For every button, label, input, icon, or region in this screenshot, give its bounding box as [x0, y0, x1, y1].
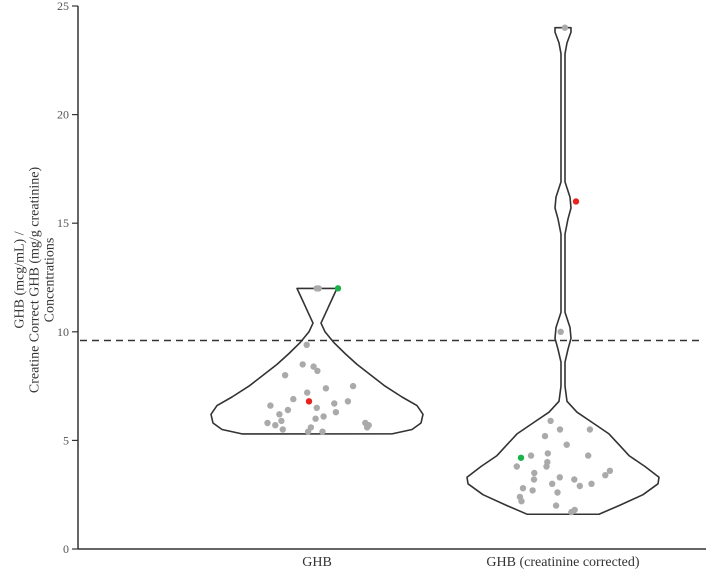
data-point [320, 413, 327, 420]
y-tick-label: 5 [63, 433, 69, 447]
data-point [314, 367, 321, 375]
data-point [278, 417, 285, 425]
highlight-point-green [334, 285, 342, 292]
data-point [557, 328, 564, 335]
data-point [530, 476, 538, 483]
data-point [571, 476, 578, 483]
data-point [264, 419, 271, 427]
data-point [519, 485, 527, 492]
data-point [518, 498, 525, 505]
data-point [319, 428, 326, 435]
y-axis: 0 5 10 15 20 25 [57, 0, 79, 556]
y-tick-label: 10 [57, 325, 69, 339]
data-point [547, 417, 554, 425]
data-point [541, 432, 549, 440]
y-tick-label: 25 [57, 0, 69, 13]
data-point [531, 469, 538, 477]
violins [210, 26, 660, 516]
data-point [563, 441, 570, 448]
data-point [315, 285, 322, 292]
highlight-point-green [517, 454, 525, 461]
data-point [310, 363, 317, 370]
data-point [276, 411, 283, 418]
data-point [606, 467, 614, 474]
data-point [585, 452, 592, 459]
y-tick-label: 20 [57, 108, 69, 122]
data-point [556, 426, 564, 433]
data-point [284, 406, 292, 414]
data-point [544, 450, 551, 457]
data-point [303, 341, 310, 348]
data-point [312, 415, 319, 422]
data-point [556, 474, 563, 481]
data-point [313, 404, 320, 411]
data-point [304, 389, 311, 396]
violin-0 [210, 287, 424, 435]
x-axis: GHB GHB (creatinine corrected) [78, 548, 706, 570]
data-point [299, 361, 306, 368]
violin-1 [466, 26, 660, 516]
data-point [602, 472, 609, 479]
x-category-label: GHB (creatinine corrected) [486, 555, 639, 570]
data-point [513, 463, 520, 470]
data-point [279, 426, 286, 433]
data-point [304, 428, 312, 435]
highlight-point-red [305, 398, 313, 405]
data-point [543, 463, 550, 470]
x-category-label: GHB [302, 555, 332, 570]
data-point [331, 400, 338, 407]
y-tick-label: 15 [57, 216, 69, 230]
data-point [322, 385, 330, 392]
data-points [264, 24, 614, 516]
data-point [588, 480, 595, 487]
data-point [267, 402, 274, 409]
data-point [549, 480, 556, 487]
data-point [552, 502, 560, 509]
data-point [576, 482, 583, 490]
data-point [272, 422, 279, 429]
data-point [363, 424, 371, 431]
data-point [349, 382, 357, 390]
data-point [344, 398, 352, 405]
data-point [554, 489, 561, 496]
y-tick-label: 0 [63, 542, 69, 556]
data-point [529, 487, 536, 494]
data-point [586, 426, 594, 433]
highlight-point-red [572, 198, 580, 205]
data-point [281, 372, 289, 379]
data-point [561, 24, 569, 31]
data-point [568, 508, 575, 516]
data-point [290, 395, 297, 403]
data-point [332, 409, 340, 416]
data-point [527, 452, 535, 459]
